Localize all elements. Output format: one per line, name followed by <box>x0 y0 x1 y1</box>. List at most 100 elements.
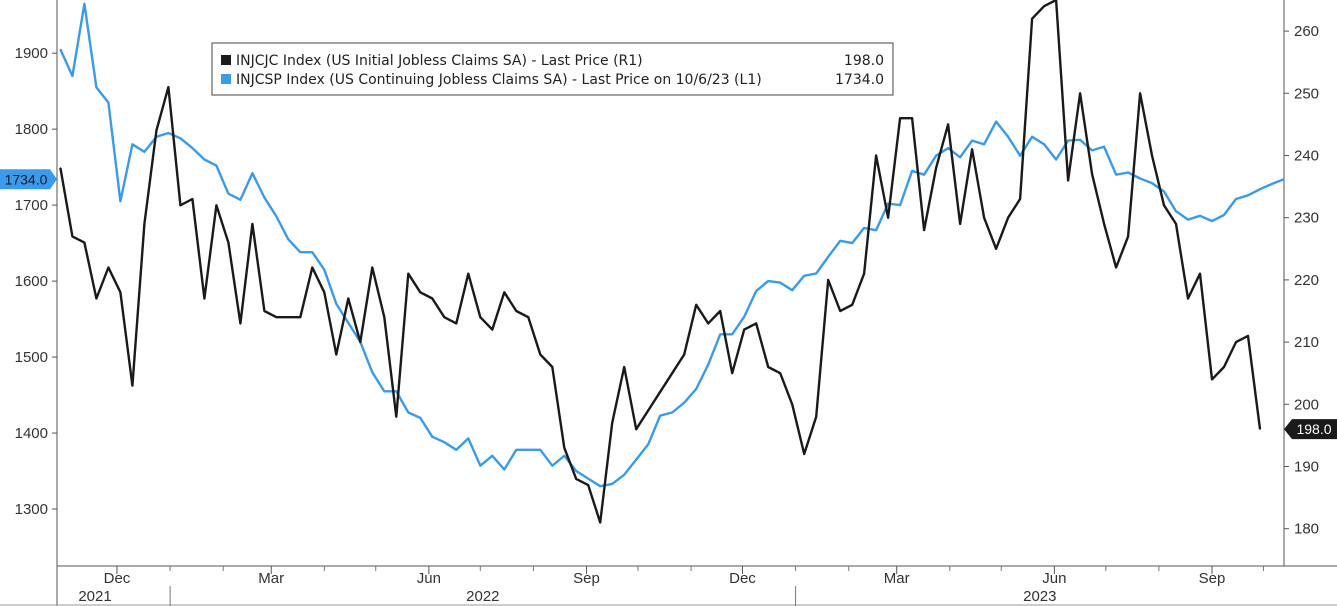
right-tick-label: 230 <box>1294 210 1319 227</box>
left-value-tag-text: 1734.0 <box>5 171 48 187</box>
data-point <box>455 322 457 324</box>
data-point <box>1079 92 1081 94</box>
data-point <box>311 266 313 269</box>
month-tick-label: Sep <box>1199 570 1226 587</box>
data-point <box>239 322 241 324</box>
data-point <box>827 279 829 281</box>
right-tick-label: 210 <box>1294 334 1319 351</box>
left-value-tag <box>0 169 57 190</box>
data-point <box>755 290 757 292</box>
data-point <box>863 227 865 229</box>
data-point <box>491 455 493 457</box>
data-point <box>851 304 853 306</box>
data-point <box>239 199 241 201</box>
data-point <box>131 385 133 387</box>
month-tick-label: Mar <box>258 570 284 587</box>
data-point <box>431 297 433 300</box>
data-point <box>275 316 277 318</box>
data-point <box>767 366 769 368</box>
data-point <box>1151 154 1153 157</box>
data-point <box>971 140 973 142</box>
data-point <box>899 204 901 206</box>
data-point <box>1163 204 1165 206</box>
data-point <box>1235 341 1237 343</box>
data-point <box>143 151 145 153</box>
data-point <box>1175 210 1177 212</box>
data-point <box>1235 198 1237 200</box>
data-point <box>1163 190 1165 193</box>
right-value-tag <box>1284 419 1337 440</box>
year-label: 2021 <box>78 588 111 605</box>
series-points-0 <box>59 3 1285 487</box>
data-point <box>995 121 997 123</box>
data-point <box>971 148 973 150</box>
right-tick-label: 220 <box>1294 272 1319 289</box>
data-point <box>215 165 217 167</box>
data-point <box>167 86 169 88</box>
data-point <box>947 147 949 149</box>
data-point <box>551 366 553 368</box>
data-point <box>191 147 193 149</box>
data-point <box>443 441 445 443</box>
data-point <box>59 48 62 51</box>
data-point <box>419 291 421 293</box>
data-point <box>911 170 913 172</box>
data-point <box>407 273 409 275</box>
legend-swatch <box>221 74 231 84</box>
data-point <box>299 251 301 253</box>
data-point <box>767 280 769 282</box>
data-point <box>1091 149 1093 151</box>
data-point <box>743 316 745 318</box>
year-label: 2022 <box>466 588 499 605</box>
data-point <box>131 143 133 145</box>
data-point <box>251 172 253 174</box>
data-point <box>383 316 385 318</box>
data-point <box>911 117 913 119</box>
left-axis: 1300 1400 1500 1600 1700 1800 1900 <box>15 45 57 518</box>
data-point <box>935 167 937 169</box>
data-point <box>1259 188 1261 190</box>
data-point <box>839 240 841 242</box>
data-point <box>407 411 409 414</box>
data-point <box>1259 428 1261 430</box>
data-point <box>203 297 205 300</box>
year-label: 2023 <box>1023 588 1056 605</box>
data-point <box>983 217 985 219</box>
data-point <box>503 291 505 293</box>
data-point <box>455 449 457 451</box>
legend-value: 1734.0 <box>835 72 884 88</box>
data-point <box>647 409 649 412</box>
right-tick-label: 200 <box>1294 396 1319 413</box>
data-point <box>383 390 385 392</box>
data-point <box>635 428 637 430</box>
data-point <box>1151 182 1153 184</box>
data-point <box>707 364 709 366</box>
data-point <box>887 217 889 219</box>
data-point <box>1139 92 1141 94</box>
data-point <box>371 371 373 373</box>
legend-label: INJCSP Index (US Continuing Jobless Clai… <box>236 72 762 88</box>
data-point <box>1055 0 1057 1</box>
data-point <box>1271 183 1273 185</box>
data-point <box>443 316 445 318</box>
data-point <box>587 478 589 480</box>
data-point <box>227 193 229 195</box>
data-point <box>467 437 469 439</box>
data-point <box>527 449 529 451</box>
data-point <box>119 200 121 202</box>
data-point <box>563 447 565 449</box>
data-point <box>1127 235 1129 237</box>
data-point <box>587 484 589 486</box>
data-point <box>575 470 577 472</box>
data-point <box>851 242 853 244</box>
data-point <box>1019 198 1021 200</box>
data-point <box>947 123 949 125</box>
data-point <box>803 275 805 277</box>
data-point <box>1091 173 1093 175</box>
data-point <box>659 415 661 417</box>
data-point <box>1223 366 1225 368</box>
right-axis: 180 190 200 210 220 230 240 250 260 <box>1284 23 1319 538</box>
data-point <box>275 215 277 218</box>
data-point <box>1067 140 1069 142</box>
